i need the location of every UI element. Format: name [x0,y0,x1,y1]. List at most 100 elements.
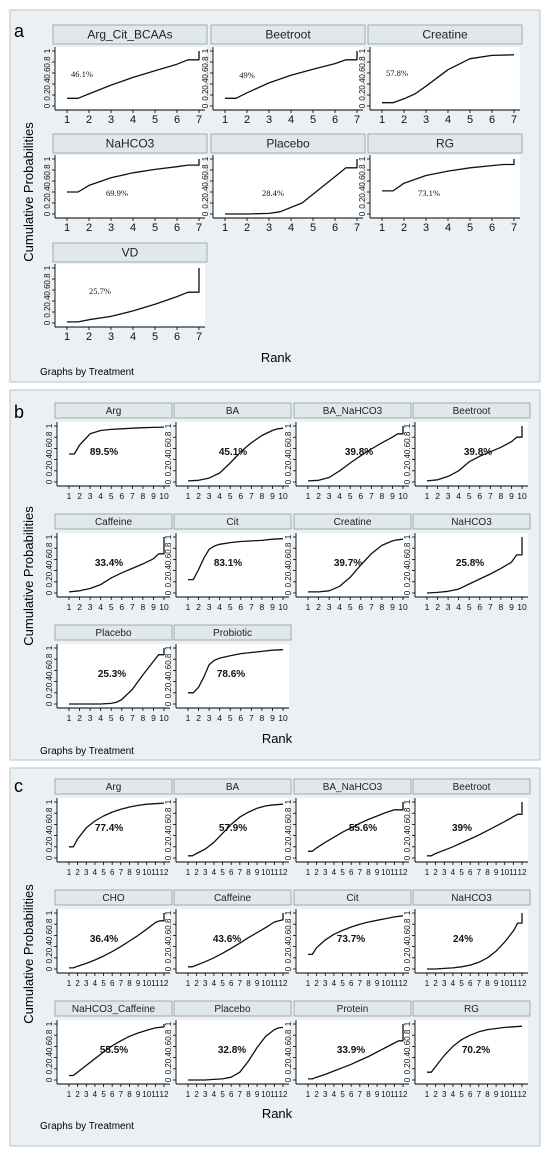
x-tick-label: 7 [238,1090,243,1099]
strip-title: NaHCO3 [451,517,492,528]
x-tick-label: 10 [500,868,509,877]
strip-header [173,402,292,419]
cumulative-curve [188,649,284,694]
y-tick-label: 0.8 [284,918,293,930]
x-tick-label: 2 [75,979,80,988]
y-tick-label: 0.6 [284,553,293,565]
cumulative-curve [382,159,515,192]
x-tick-label: 7 [477,979,482,988]
x-tick-label: 3 [442,868,447,877]
plot-area [415,909,528,973]
x-tick-label: 4 [93,1090,98,1099]
strip-title: Cit [346,893,358,904]
x-tick-label: 8 [246,1090,251,1099]
x-tick-label: 5 [340,979,345,988]
strip-header [173,1000,292,1017]
sucra-label: 39.8% [345,447,373,458]
y-tick-label: 0.6 [164,553,173,565]
y-tick-label: 1 [358,48,367,53]
sucra-label: 36.4% [90,934,118,945]
x-tick-label: 12 [399,979,408,988]
strip-title: BA [226,782,240,793]
strip-header [412,402,531,419]
x-tick-label: 6 [489,222,495,234]
x-tick-label: 5 [348,491,353,501]
y-tick-label: 0 [45,479,54,484]
y-tick-label: 0.2 [284,1063,293,1075]
y-tick-label: 0 [403,590,412,595]
cumulative-curve [69,802,165,848]
x-tick-label: 5 [348,602,353,612]
x-tick-label: 2 [316,491,321,501]
x-tick-label: 6 [349,868,354,877]
y-tick-label: 0.6 [45,664,54,676]
y-tick-label: 0.6 [403,929,412,941]
x-tick-label: 9 [136,868,141,877]
x-tick-label: 11 [151,979,160,988]
x-tick-label: 2 [196,491,201,501]
y-tick-label: 1 [164,910,173,915]
x-tick-label: 7 [477,868,482,877]
y-tick-label: 0.2 [164,1063,173,1075]
x-tick-label: 1 [425,1090,430,1099]
y-tick-label: 0.2 [358,89,367,101]
x-tick-label: 8 [485,979,490,988]
x-tick-label: 9 [151,491,156,501]
x-tick-label: 10 [278,713,288,723]
plot-area [296,1020,409,1084]
x-tick-label: 10 [261,979,270,988]
y-tick-label: 0.4 [45,675,54,687]
x-tick-label: 4 [288,114,294,126]
y-tick-label: 0.6 [403,553,412,565]
y-tick-label: 0.4 [284,940,293,952]
y-tick-label: 0.8 [201,56,210,68]
strip-title: NaHCO3 [451,893,492,904]
y-tick-label: 0.6 [201,175,210,187]
x-tick-label: 9 [255,868,260,877]
x-tick-label: 9 [255,1090,260,1099]
strip-header [293,1000,412,1017]
y-tick-label: 0.2 [403,576,412,588]
x-tick-label: 8 [380,491,385,501]
x-tick-label: 5 [310,222,316,234]
x-tick-label: 4 [456,491,461,501]
y-tick-label: 0.2 [284,952,293,964]
x-tick-label: 5 [101,979,106,988]
y-tick-label: 0.8 [164,807,173,819]
x-tick-label: 3 [207,713,212,723]
x-tick-label: 8 [127,979,132,988]
sucra-label: 73.7% [337,934,365,945]
y-tick-label: 0.2 [45,952,54,964]
x-tick-label: 2 [316,602,321,612]
x-tick-label: 7 [358,1090,363,1099]
y-tick-label: 0.8 [403,807,412,819]
y-tick-label: 1 [284,534,293,539]
y-tick-label: 0.2 [358,197,367,209]
y-tick-label: 0.8 [201,164,210,176]
y-tick-label: 0 [284,966,293,971]
y-tick-label: 0.2 [45,841,54,853]
x-tick-label: 4 [130,331,136,343]
y-tick-label: 0.4 [358,78,367,90]
x-tick-label: 9 [375,979,380,988]
y-tick-label: 0.4 [45,453,54,465]
cumulative-curve [427,802,523,857]
x-tick-label: 6 [174,222,180,234]
x-tick-label: 10 [381,868,390,877]
x-tick-label: 1 [67,491,72,501]
x-tick-label: 9 [151,713,156,723]
y-tick-label: 0.4 [164,564,173,576]
x-tick-label: 4 [217,602,222,612]
x-tick-label: 3 [203,868,208,877]
x-tick-label: 4 [98,713,103,723]
x-tick-label: 9 [151,602,156,612]
y-tick-label: 0.6 [45,1040,54,1052]
y-tick-label: 0.2 [164,952,173,964]
cumulative-curve [426,537,523,594]
y-tick-label: 0.4 [164,675,173,687]
x-tick-label: 10 [278,602,288,612]
panel-a: a Cumulative Probabilities Rank Graphs by T… [9,9,541,383]
x-tick-label: 5 [101,868,106,877]
x-tick-label: 2 [401,222,407,234]
